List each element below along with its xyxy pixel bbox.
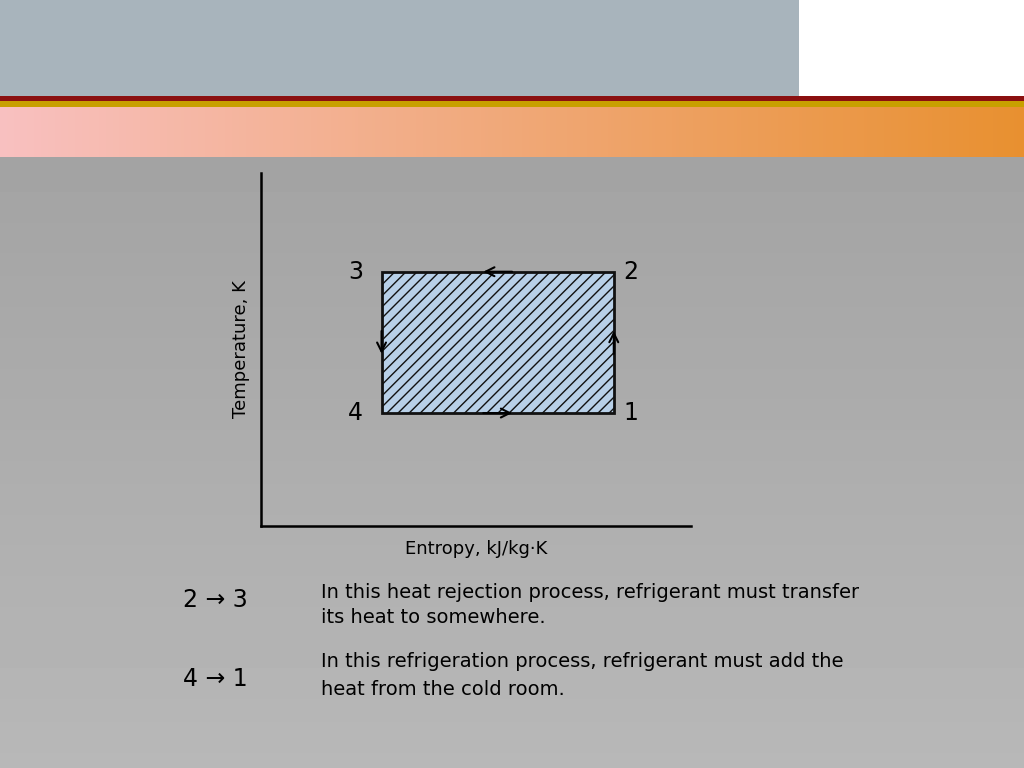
Text: COLLEGE OF ENGINEERING: COLLEGE OF ENGINEERING bbox=[876, 45, 978, 55]
Text: In this refrigeration process, refrigerant must add the: In this refrigeration process, refrigera… bbox=[322, 651, 844, 670]
Text: 2 → 3: 2 → 3 bbox=[183, 588, 248, 611]
Text: 2: 2 bbox=[624, 260, 639, 283]
Text: 4 → 1: 4 → 1 bbox=[183, 667, 248, 691]
Text: Heat transfer: Heat transfer bbox=[375, 115, 649, 149]
Text: its heat to somewhere.: its heat to somewhere. bbox=[322, 608, 546, 627]
X-axis label: Entropy, kJ/kg·K: Entropy, kJ/kg·K bbox=[404, 540, 548, 558]
Text: 1: 1 bbox=[624, 401, 638, 425]
Polygon shape bbox=[382, 272, 613, 413]
Y-axis label: Temperature, K: Temperature, K bbox=[232, 280, 250, 419]
Text: SEOUL NATIONAL UNIVERSITY: SEOUL NATIONAL UNIVERSITY bbox=[870, 55, 983, 65]
Text: 3: 3 bbox=[348, 260, 364, 283]
Text: In this heat rejection process, refrigerant must transfer: In this heat rejection process, refriger… bbox=[322, 583, 859, 602]
Text: T-S diagram analysis: T-S diagram analysis bbox=[156, 20, 705, 65]
Text: 어어어어어: 어어어어어 bbox=[905, 68, 948, 74]
Text: ENGINEERING: ENGINEERING bbox=[879, 28, 975, 41]
Text: heat from the cold room.: heat from the cold room. bbox=[322, 680, 565, 700]
Text: 4: 4 bbox=[348, 401, 364, 425]
